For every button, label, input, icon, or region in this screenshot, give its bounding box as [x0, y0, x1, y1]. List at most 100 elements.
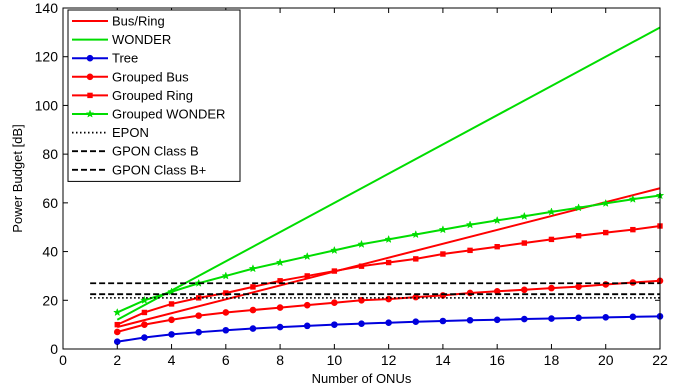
- data-point-4: [250, 284, 256, 290]
- legend: Bus/Ring WONDER Tree Grouped Bus Grouped Rin…: [67, 9, 241, 182]
- data-point-2: [303, 322, 311, 330]
- data-point-2: [466, 316, 474, 324]
- legend-label: Tree: [112, 51, 138, 66]
- data-point-legend-4: [87, 92, 93, 99]
- legend-label: EPON: [112, 125, 149, 140]
- data-point-5: [357, 239, 366, 248]
- data-point-3: [358, 296, 365, 304]
- data-point-2: [439, 317, 447, 325]
- data-point-3: [575, 283, 582, 290]
- x-axis-label: Number of ONUs: [312, 371, 412, 386]
- data-point-3: [412, 293, 420, 301]
- series-5: [112, 191, 665, 317]
- y-tick-label: 40: [42, 244, 58, 260]
- data-point-4: [548, 236, 555, 243]
- data-point-3: [113, 328, 121, 336]
- data-point-5: [520, 211, 529, 220]
- series-2: [113, 313, 664, 345]
- data-point-2: [575, 314, 582, 322]
- data-point-3: [303, 301, 311, 309]
- series-0: [117, 187, 661, 329]
- data-point-5: [275, 258, 285, 267]
- x-tick-label: 6: [222, 352, 230, 368]
- y-axis-label: Power Budget [dB]: [10, 124, 25, 232]
- data-point-3: [195, 312, 202, 319]
- x-tick-label: 14: [435, 352, 451, 368]
- data-point-4: [494, 244, 500, 250]
- data-point-5: [628, 194, 638, 203]
- data-point-4: [575, 233, 582, 239]
- data-point-5: [547, 207, 556, 216]
- data-point-4: [385, 259, 392, 266]
- data-point-3: [141, 321, 148, 328]
- y-tick-label: 60: [42, 195, 58, 211]
- y-tick-label: 100: [35, 97, 59, 113]
- data-point-2: [249, 325, 257, 332]
- data-point-3: [249, 306, 257, 314]
- legend-item-6: EPON: [72, 125, 149, 140]
- data-point-2: [195, 328, 202, 336]
- data-point-4: [277, 278, 283, 284]
- data-point-5: [384, 234, 393, 244]
- legend-item-3: Grouped Bus: [72, 69, 189, 84]
- x-tick-label: 20: [598, 352, 614, 368]
- legend-item-4: Grouped Ring: [72, 88, 193, 103]
- data-point-4: [223, 290, 229, 296]
- data-point-2: [222, 326, 230, 334]
- legend-label: Grouped Bus: [112, 69, 189, 84]
- data-point-4: [331, 268, 338, 274]
- ticks-layer: 0 2 4 6 8 10 12 14 16 18 20 22 0 20 40 60 80 100 120 140: [35, 0, 668, 368]
- data-point-5: [248, 264, 258, 273]
- data-point-2: [602, 314, 610, 321]
- data-point-4: [358, 263, 365, 269]
- data-point-2: [629, 313, 637, 321]
- data-point-5: [140, 295, 149, 304]
- data-point-2: [493, 316, 501, 324]
- x-tick-label: 4: [168, 352, 176, 368]
- legend-item-0: Bus/Ring: [72, 14, 165, 29]
- x-tick-label: 2: [113, 352, 121, 368]
- data-point-4: [413, 256, 419, 262]
- legend-item-5: Grouped WONDER: [72, 107, 225, 122]
- y-tick-label: 120: [35, 49, 59, 65]
- data-point-3: [493, 287, 501, 295]
- data-point-legend-2: [86, 54, 94, 62]
- data-point-5: [465, 220, 475, 229]
- data-point-2: [412, 318, 420, 326]
- data-point-3: [521, 286, 528, 294]
- legend-label: Bus/Ring: [112, 14, 165, 29]
- data-point-2: [168, 331, 175, 338]
- x-tick-label: 16: [489, 352, 505, 368]
- legend-item-1: WONDER: [72, 32, 171, 47]
- data-point-2: [548, 315, 555, 322]
- legend-item-8: GPON Class B+: [72, 162, 206, 177]
- data-point-5: [112, 307, 122, 317]
- x-tick-label: 8: [276, 352, 284, 368]
- data-point-3: [548, 284, 555, 292]
- legend-label: Grouped WONDER: [112, 107, 225, 122]
- data-point-4: [114, 321, 120, 328]
- data-point-5: [302, 251, 312, 261]
- data-point-2: [113, 338, 121, 345]
- data-point-4: [440, 251, 446, 257]
- data-point-4: [467, 247, 473, 254]
- series-line-0: [117, 187, 661, 329]
- data-point-3: [222, 309, 230, 316]
- data-point-4: [141, 309, 148, 316]
- x-tick-label: 18: [544, 352, 560, 368]
- series-line-1: [116, 26, 661, 321]
- data-point-2: [358, 320, 365, 327]
- data-point-5: [221, 271, 231, 280]
- x-tick-label: 0: [59, 352, 67, 368]
- data-point-4: [304, 273, 310, 279]
- data-point-4: [603, 229, 609, 236]
- data-point-2: [385, 319, 392, 326]
- data-point-5: [601, 198, 611, 207]
- data-point-5: [438, 225, 448, 234]
- plot-frame: [62, 7, 661, 350]
- x-tick-label: 10: [327, 352, 343, 368]
- legend-item-2: Tree: [72, 51, 138, 66]
- data-point-2: [276, 323, 284, 331]
- legend-label: GPON Class B+: [112, 162, 206, 177]
